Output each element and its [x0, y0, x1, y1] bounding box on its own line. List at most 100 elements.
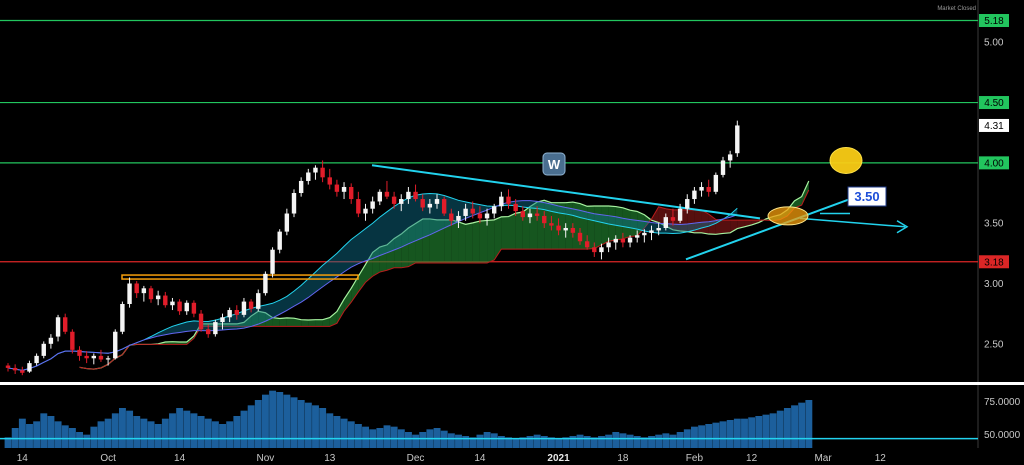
candle — [105, 355, 111, 366]
volume-bar — [447, 433, 455, 448]
candle-body — [599, 247, 604, 253]
candle — [434, 194, 440, 209]
pane-divider[interactable] — [0, 382, 1024, 385]
candle-body — [155, 295, 161, 300]
volume-bar — [111, 413, 119, 448]
candle-body — [434, 199, 440, 204]
candle — [220, 313, 225, 330]
candle — [527, 208, 533, 224]
volume-bar — [161, 418, 169, 448]
candle-body — [34, 355, 39, 364]
volume-bar — [297, 400, 305, 448]
volume-bar — [462, 436, 470, 448]
price-tick-label: 2.50 — [984, 339, 1004, 350]
volume-bar — [626, 434, 634, 448]
candle-body — [699, 186, 704, 191]
candle-body — [12, 367, 18, 371]
volume-bar — [276, 392, 284, 448]
candle-body — [706, 186, 711, 192]
volume-bar — [719, 421, 727, 448]
volume-bar — [83, 434, 91, 448]
cloud-segment — [351, 276, 359, 303]
time-tick-label: 14 — [474, 453, 486, 464]
candle — [77, 346, 82, 361]
ma-slow — [7, 200, 738, 371]
candle — [349, 183, 354, 204]
candle-body — [577, 232, 583, 242]
candle-body — [70, 331, 75, 350]
candle — [563, 223, 568, 238]
level-price-label: 4.50 — [984, 98, 1004, 109]
candle-body — [184, 302, 189, 312]
projection-arrowhead — [896, 220, 909, 234]
volume-bar — [755, 416, 763, 448]
candle — [406, 186, 411, 204]
cloud-segment — [336, 299, 345, 324]
candle — [663, 213, 668, 231]
volume-bar — [304, 402, 312, 448]
candle — [127, 277, 132, 308]
level-price-labels: 5.18 4.50 4.00 3.18 4.31 — [979, 14, 1009, 269]
time-tick-label: 2021 — [547, 453, 570, 464]
candle-body — [141, 288, 147, 294]
wave-marker[interactable]: W — [542, 152, 566, 176]
volume-bar — [90, 426, 98, 448]
cloud-segment — [422, 218, 430, 263]
candle-body — [735, 125, 740, 154]
volume-bar — [312, 405, 319, 448]
candle-body — [298, 180, 304, 194]
volume-bar — [269, 390, 277, 448]
candle-body — [206, 329, 211, 335]
candle — [120, 301, 125, 335]
candle-body — [5, 365, 11, 368]
candle-body — [177, 301, 182, 312]
candle-body — [391, 196, 397, 204]
cloud-segment — [286, 317, 294, 327]
candle — [506, 189, 511, 209]
cloud-segment — [444, 219, 452, 263]
support-trendline[interactable] — [685, 198, 851, 261]
candle — [384, 180, 390, 200]
candle — [5, 363, 11, 372]
volume-bar — [655, 434, 663, 448]
volume-bar — [648, 436, 655, 448]
target-label-text: 3.50 — [854, 189, 879, 204]
volume-bar — [662, 433, 670, 448]
volume-bar — [633, 436, 641, 448]
cloud-segment — [365, 252, 373, 283]
candle — [677, 203, 683, 224]
candle-body — [363, 208, 368, 214]
volume-series — [0, 390, 978, 448]
candle — [642, 229, 647, 243]
volume-bar — [612, 432, 620, 448]
volume-bar — [419, 432, 427, 448]
candle — [70, 329, 75, 354]
candle-body — [477, 213, 483, 219]
volume-bar — [219, 424, 226, 448]
candle — [213, 319, 218, 337]
volume-bar — [598, 436, 605, 448]
time-tick-label: 13 — [324, 453, 336, 464]
time-tick-label: Mar — [814, 453, 832, 464]
volume-bar — [54, 421, 62, 448]
price-tick-label: 5.00 — [984, 38, 1004, 49]
candle-body — [427, 203, 433, 208]
candle-body — [670, 217, 676, 221]
candle-body — [27, 363, 32, 372]
candle — [584, 235, 590, 250]
volume-bar — [455, 434, 462, 448]
candle-body — [55, 317, 61, 337]
candle-body — [220, 317, 225, 323]
candle-body — [356, 199, 361, 214]
resistance-trendline[interactable] — [371, 164, 761, 220]
target-label[interactable]: 3.50 — [847, 186, 887, 207]
resistance-zone[interactable] — [121, 274, 359, 280]
candle-body — [527, 213, 533, 218]
candle-body — [620, 238, 626, 243]
cloud-segment — [622, 207, 631, 239]
candle-body — [677, 208, 683, 221]
volume-bar — [26, 424, 33, 448]
candle-body — [320, 167, 325, 178]
volume-bar — [669, 434, 677, 448]
